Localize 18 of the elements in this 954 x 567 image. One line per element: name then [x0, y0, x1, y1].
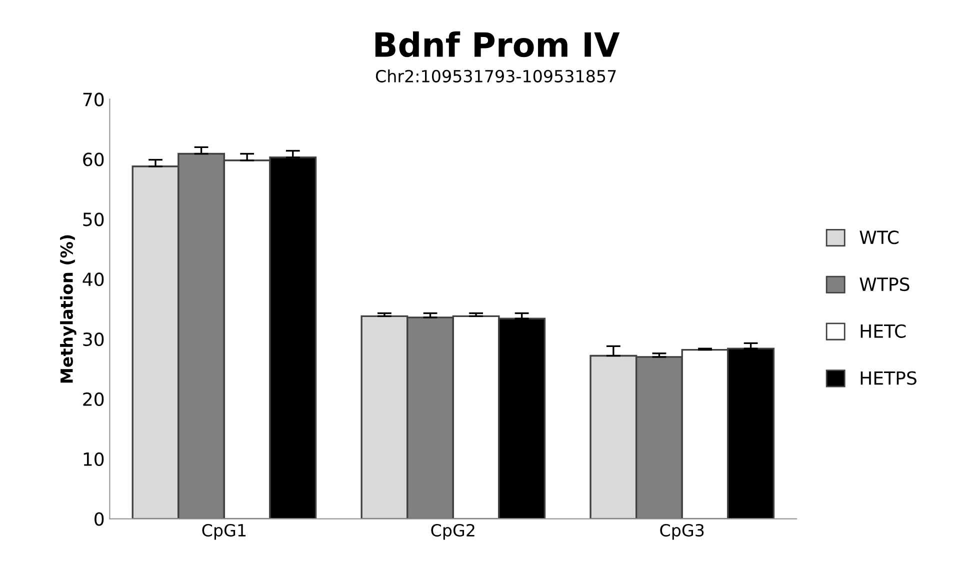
x-tick-label: CpG2 — [431, 524, 474, 540]
legend-label: HETPS — [860, 371, 916, 385]
y-tick-label: 0 — [94, 512, 104, 526]
y-tick-label: 40 — [82, 272, 104, 286]
y-tick-label: 60 — [83, 152, 104, 166]
chart-subtitle: Chr2:109531793-109531857 — [376, 70, 616, 82]
legend-label: HETC — [860, 324, 906, 338]
legend-label: WTPS — [860, 277, 910, 292]
x-tick-label: CpG1 — [202, 524, 246, 540]
legend-label: WTC — [860, 230, 899, 244]
y-tick-label: 30 — [83, 332, 104, 346]
chart-title: Bdnf Prom IV — [375, 31, 620, 58]
y-axis-title: Methylation (%) — [60, 235, 76, 383]
y-tick-label: 10 — [84, 452, 104, 466]
y-tick-label: 20 — [83, 392, 104, 406]
y-tick-label: 50 — [83, 212, 104, 226]
x-tick-label: CpG3 — [660, 524, 704, 540]
y-tick-label: 70 — [83, 92, 104, 106]
